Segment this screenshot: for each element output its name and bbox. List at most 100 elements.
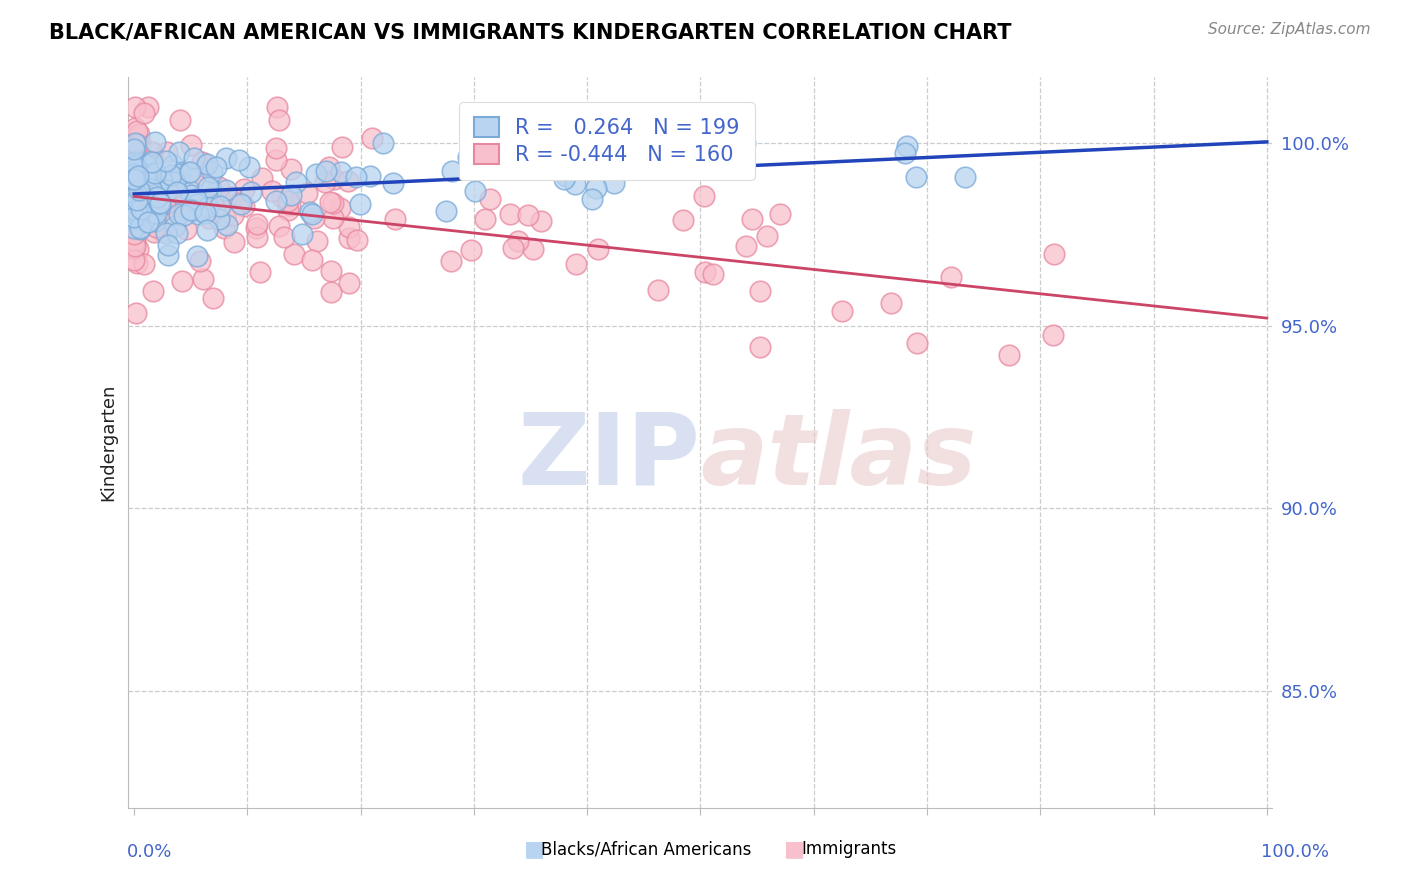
- Point: [741, 212, 763, 227]
- Point: [280, 161, 302, 176]
- Y-axis label: Kindergarten: Kindergarten: [100, 384, 117, 501]
- Point: [214, 183, 236, 197]
- Point: [127, 137, 149, 152]
- Point: [122, 235, 145, 249]
- Point: [139, 169, 162, 183]
- Point: [273, 229, 295, 244]
- Point: [128, 196, 150, 211]
- Point: [194, 206, 217, 220]
- Point: [125, 208, 148, 222]
- Point: [222, 208, 245, 222]
- Point: [330, 139, 353, 153]
- Point: [125, 306, 148, 320]
- Point: [174, 221, 197, 235]
- Point: [136, 200, 159, 214]
- Point: [264, 141, 287, 155]
- Point: [142, 203, 165, 218]
- Point: [128, 205, 150, 219]
- Point: [155, 171, 177, 186]
- Point: [122, 167, 145, 181]
- Point: [319, 194, 342, 209]
- Point: [127, 203, 149, 218]
- Point: [124, 234, 146, 248]
- Point: [160, 196, 183, 211]
- Point: [371, 136, 394, 150]
- Point: [145, 201, 167, 215]
- Point: [122, 186, 145, 201]
- Point: [150, 224, 173, 238]
- Point: [125, 210, 148, 224]
- Point: [460, 243, 482, 257]
- Point: [122, 183, 145, 197]
- Point: [215, 218, 238, 232]
- Point: [122, 167, 145, 181]
- Point: [277, 194, 299, 208]
- Point: [173, 208, 195, 222]
- Point: [124, 252, 146, 267]
- Point: [166, 226, 188, 240]
- Point: [155, 153, 177, 168]
- Text: Blacks/African Americans: Blacks/African Americans: [541, 840, 752, 858]
- Point: [564, 256, 586, 270]
- Point: [659, 148, 682, 162]
- Point: [245, 221, 267, 235]
- Point: [228, 196, 250, 211]
- Point: [734, 136, 756, 150]
- Point: [124, 208, 146, 222]
- Point: [143, 225, 166, 239]
- Point: [440, 254, 463, 268]
- Point: [156, 183, 179, 197]
- Point: [124, 171, 146, 186]
- Point: [145, 205, 167, 219]
- Point: [124, 167, 146, 181]
- Point: [346, 234, 368, 248]
- Point: [127, 170, 149, 185]
- Point: [124, 202, 146, 216]
- Point: [163, 219, 186, 233]
- Point: [692, 189, 714, 203]
- Point: [124, 197, 146, 211]
- Point: [124, 176, 146, 190]
- Point: [122, 192, 145, 206]
- Point: [295, 186, 318, 200]
- Point: [125, 193, 148, 207]
- Point: [603, 176, 626, 190]
- Point: [184, 169, 207, 184]
- Point: [337, 230, 360, 244]
- Point: [141, 182, 163, 196]
- Point: [264, 194, 287, 209]
- Point: [212, 221, 235, 235]
- Point: [122, 196, 145, 211]
- Point: [190, 155, 212, 169]
- Point: [127, 169, 149, 183]
- Point: [125, 187, 148, 202]
- Point: [304, 211, 326, 225]
- Point: [124, 169, 146, 184]
- Point: [125, 210, 148, 224]
- Point: [122, 194, 145, 209]
- Point: [124, 156, 146, 170]
- Point: [127, 242, 149, 256]
- Point: [458, 153, 481, 167]
- Point: [122, 172, 145, 186]
- Point: [143, 214, 166, 228]
- Point: [134, 202, 156, 216]
- Point: [195, 223, 218, 237]
- Point: [148, 177, 170, 191]
- Point: [138, 157, 160, 171]
- Point: [143, 135, 166, 149]
- Point: [162, 209, 184, 223]
- Point: [135, 169, 157, 183]
- Legend: R =   0.264   N = 199, R = -0.444   N = 160: R = 0.264 N = 199, R = -0.444 N = 160: [460, 103, 755, 180]
- Point: [150, 173, 173, 187]
- Point: [202, 292, 225, 306]
- Point: [157, 248, 180, 262]
- Point: [769, 207, 792, 221]
- Point: [124, 198, 146, 212]
- Point: [122, 196, 145, 211]
- Point: [488, 153, 510, 167]
- Point: [141, 181, 163, 195]
- Point: [240, 185, 263, 199]
- Point: [125, 193, 148, 207]
- Point: [153, 197, 176, 211]
